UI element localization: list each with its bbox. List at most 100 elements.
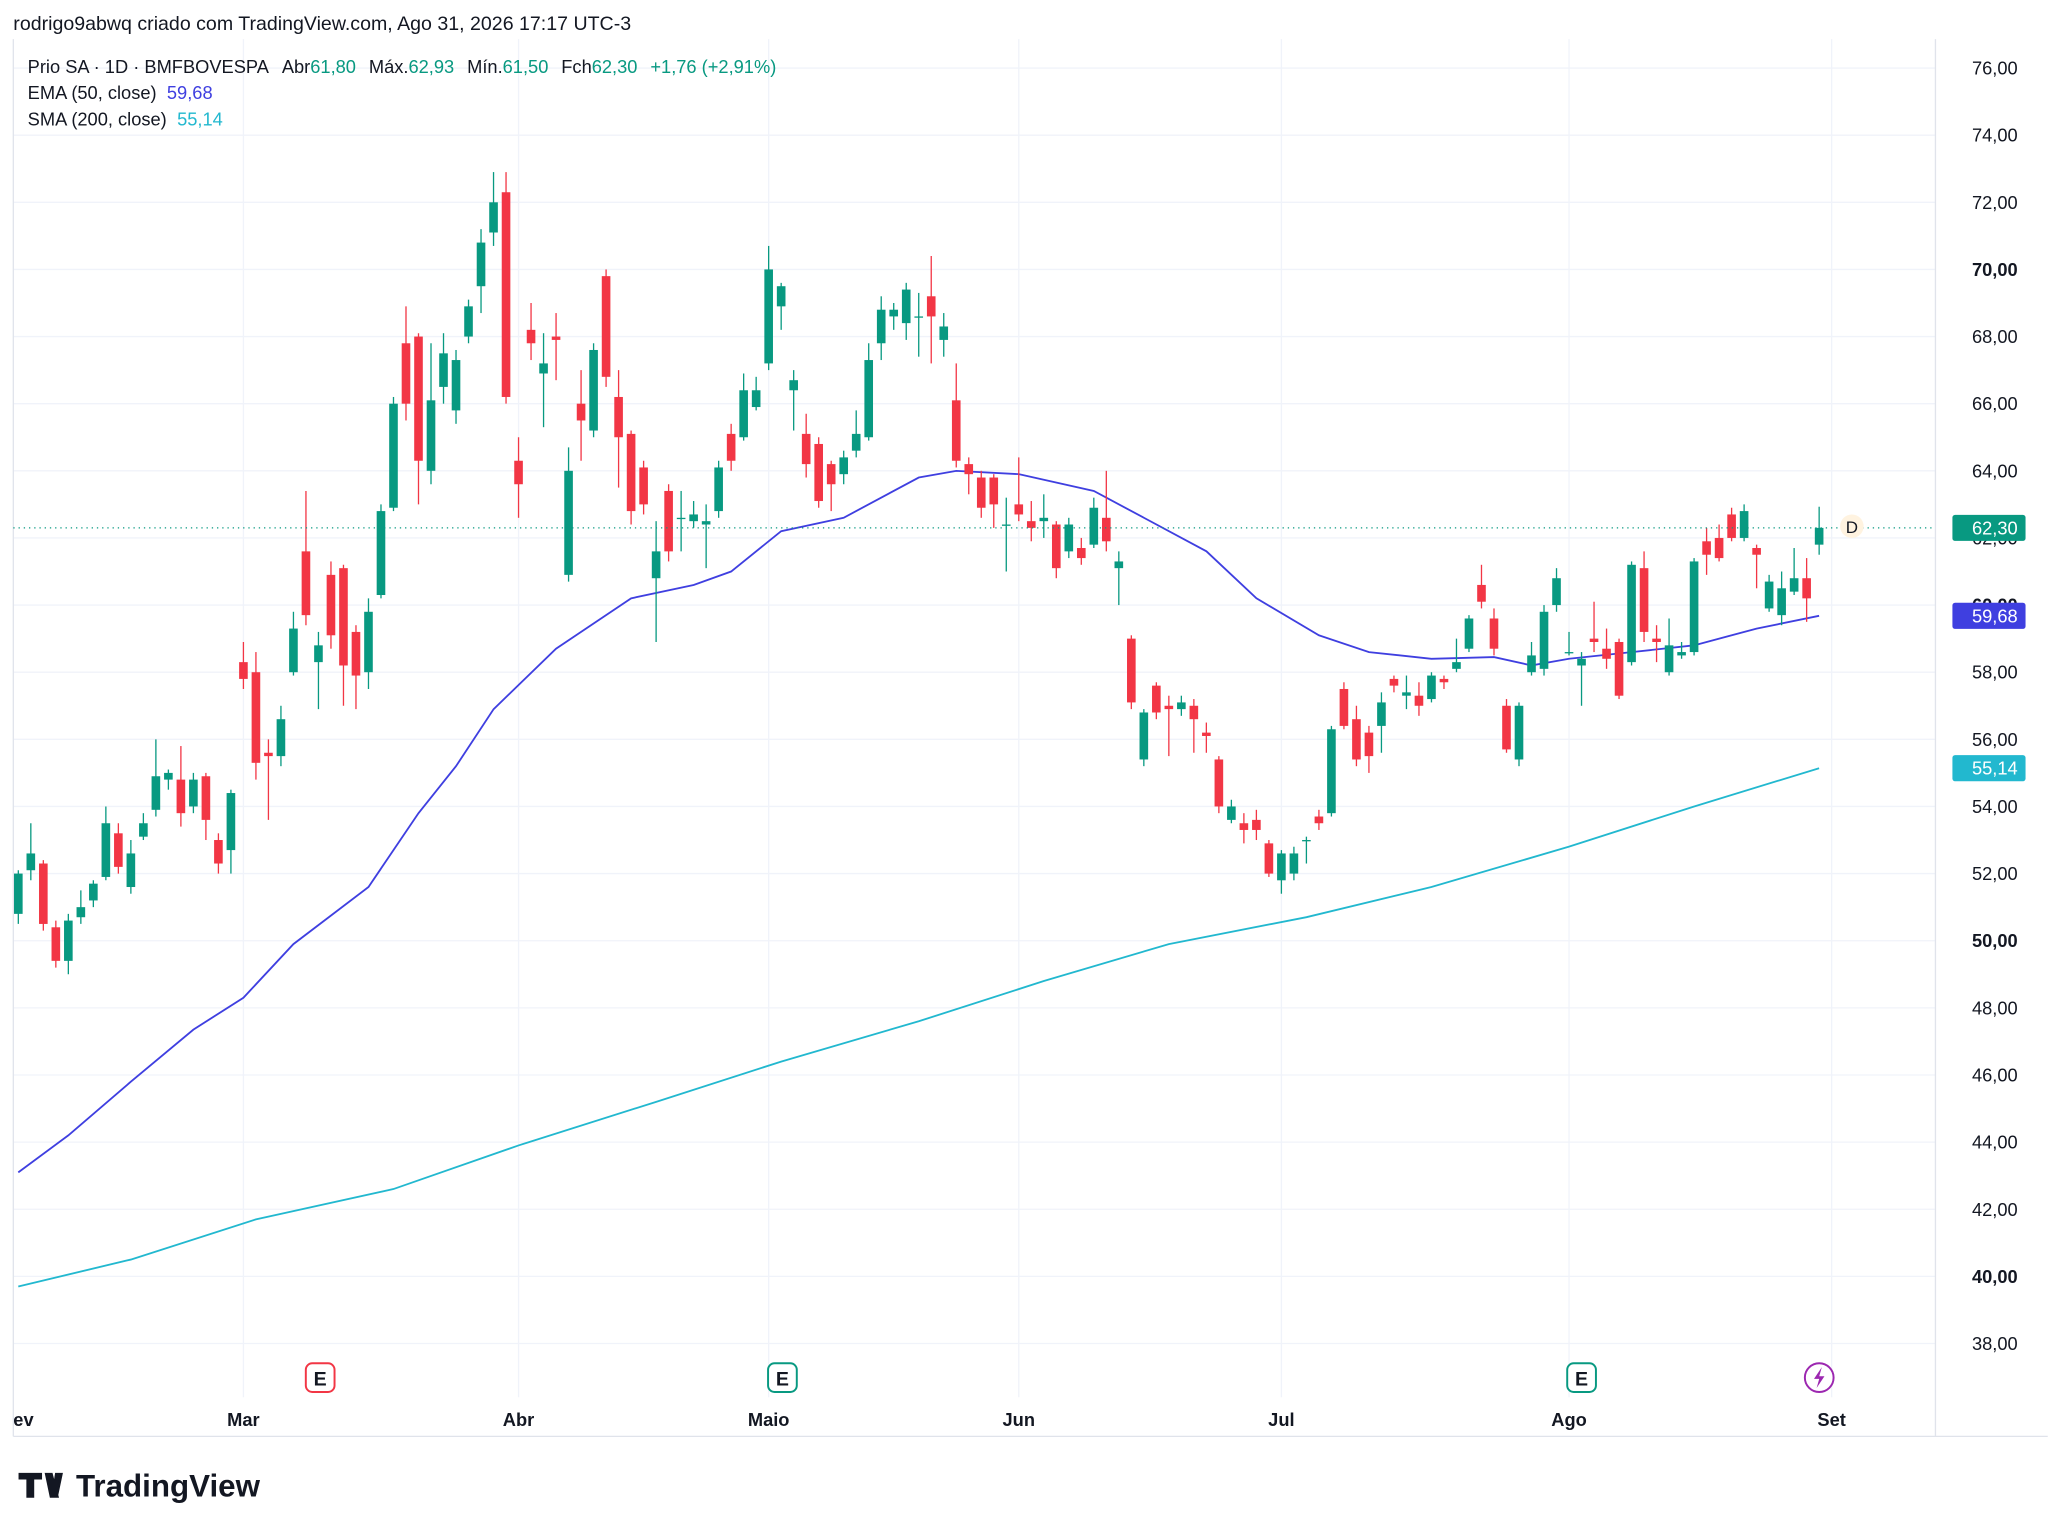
candle-body [326, 574, 336, 636]
candle-body [1689, 561, 1699, 653]
y-tick-label: 46,00 [1972, 1065, 2018, 1086]
event-label: E [776, 1368, 789, 1390]
price-tag-label: 62,30 [1972, 517, 2018, 538]
event-earnings[interactable]: E [304, 1362, 336, 1393]
candle-body [989, 477, 999, 505]
candle-body [239, 662, 248, 679]
y-tick-label: 74,00 [1972, 125, 2018, 146]
candle-body [39, 863, 48, 924]
candle-body [426, 400, 436, 471]
candle-body [1439, 678, 1449, 683]
legend-entry: EMA (50, close) 59,68 [28, 82, 213, 103]
y-tick-label: 68,00 [1972, 326, 2018, 347]
x-tick-label: Set [1817, 1409, 1845, 1430]
candle-body [1239, 823, 1249, 830]
candle-body [1001, 524, 1011, 526]
candle-body [926, 296, 936, 317]
candle-body [1389, 678, 1399, 686]
candle-body [564, 470, 573, 575]
moving-average [18, 767, 1820, 1288]
stat-name: Máx. [369, 56, 409, 77]
y-tick-label: 64,00 [1972, 460, 2018, 481]
event-label: E [314, 1368, 327, 1390]
candle-body [164, 772, 173, 780]
y-tick-label: 58,00 [1972, 662, 2018, 683]
candle-body [651, 551, 661, 579]
stat-value: 62,93 [408, 56, 454, 77]
candle-body [1314, 816, 1324, 824]
candle-body [1777, 588, 1786, 616]
candle-body [526, 329, 536, 344]
candle-body [264, 752, 273, 757]
stat-name: Abr [282, 56, 310, 77]
legend-value: 55,14 [177, 108, 223, 129]
y-tick-label: 38,00 [1972, 1333, 2018, 1354]
candle-body [489, 202, 498, 233]
y-tick-label: 40,00 [1972, 1266, 2018, 1287]
candle-body [376, 511, 386, 596]
y-tick-label: 72,00 [1972, 192, 2018, 213]
candle-body [1764, 581, 1774, 609]
candle-body [939, 326, 949, 340]
candle-body [1252, 819, 1261, 830]
candle-body [1352, 719, 1361, 760]
candle-body [1377, 702, 1386, 726]
y-tick-label: 66,00 [1972, 393, 2018, 414]
legend-value: 59,68 [167, 82, 213, 103]
candle-body [1589, 638, 1599, 642]
candle-body [1202, 732, 1211, 736]
candle-body [101, 823, 111, 877]
candle-body [864, 360, 874, 438]
candle-body [1139, 712, 1149, 760]
candle-body [289, 628, 298, 673]
event-dividend[interactable] [1803, 1362, 1835, 1393]
brand: TradingView [18, 1468, 261, 1503]
candle-body [1664, 645, 1674, 673]
candle-body [1364, 732, 1374, 757]
candle-body [1177, 702, 1186, 710]
x-tick-label: Abr [503, 1409, 534, 1430]
candle-body [1402, 692, 1411, 696]
stat-name: Mín. [467, 56, 503, 77]
candle-body [951, 400, 961, 461]
x-tick-label: Jul [1268, 1409, 1294, 1430]
candle-body [589, 349, 598, 431]
price-tag [1952, 602, 2026, 629]
candle-body [839, 457, 849, 475]
candle-body [89, 883, 98, 901]
candle-body [514, 460, 523, 485]
candle-body [689, 514, 698, 522]
candle-body [901, 289, 911, 324]
price-tag-label: 59,68 [1972, 605, 2018, 626]
candle-body [1302, 840, 1311, 842]
candle-body [1327, 729, 1336, 814]
event-earnings[interactable]: E [767, 1362, 798, 1393]
candle-body [1152, 685, 1161, 713]
marker-d: D [1840, 514, 1864, 538]
candle-body [801, 433, 811, 465]
candle-body [1527, 655, 1536, 673]
candle-body [114, 833, 123, 867]
candle-body [751, 390, 761, 408]
candle-body [351, 631, 361, 676]
candle-body [1464, 618, 1474, 649]
candle-body [226, 793, 236, 851]
candle-body [1727, 514, 1736, 538]
candle-body [1614, 641, 1624, 696]
y-tick-label: 56,00 [1972, 729, 2018, 750]
candle-body [714, 467, 723, 512]
candle-body [439, 353, 448, 387]
candle-body [789, 380, 798, 391]
candle-body [1639, 568, 1649, 632]
stat-value: 61,50 [503, 56, 549, 77]
candle-body [314, 645, 323, 663]
header: Prio SA · 1D · BMFBOVESPA Abr61,80 Máx.6… [28, 56, 777, 77]
candle-body [776, 286, 786, 307]
legend-entry: SMA (200, close) 55,14 [28, 108, 223, 129]
candle-body [976, 477, 986, 508]
candle-body [1627, 564, 1636, 663]
candle-body [1477, 584, 1486, 602]
event-earnings[interactable]: E [1566, 1362, 1597, 1393]
candle-body [626, 433, 636, 512]
